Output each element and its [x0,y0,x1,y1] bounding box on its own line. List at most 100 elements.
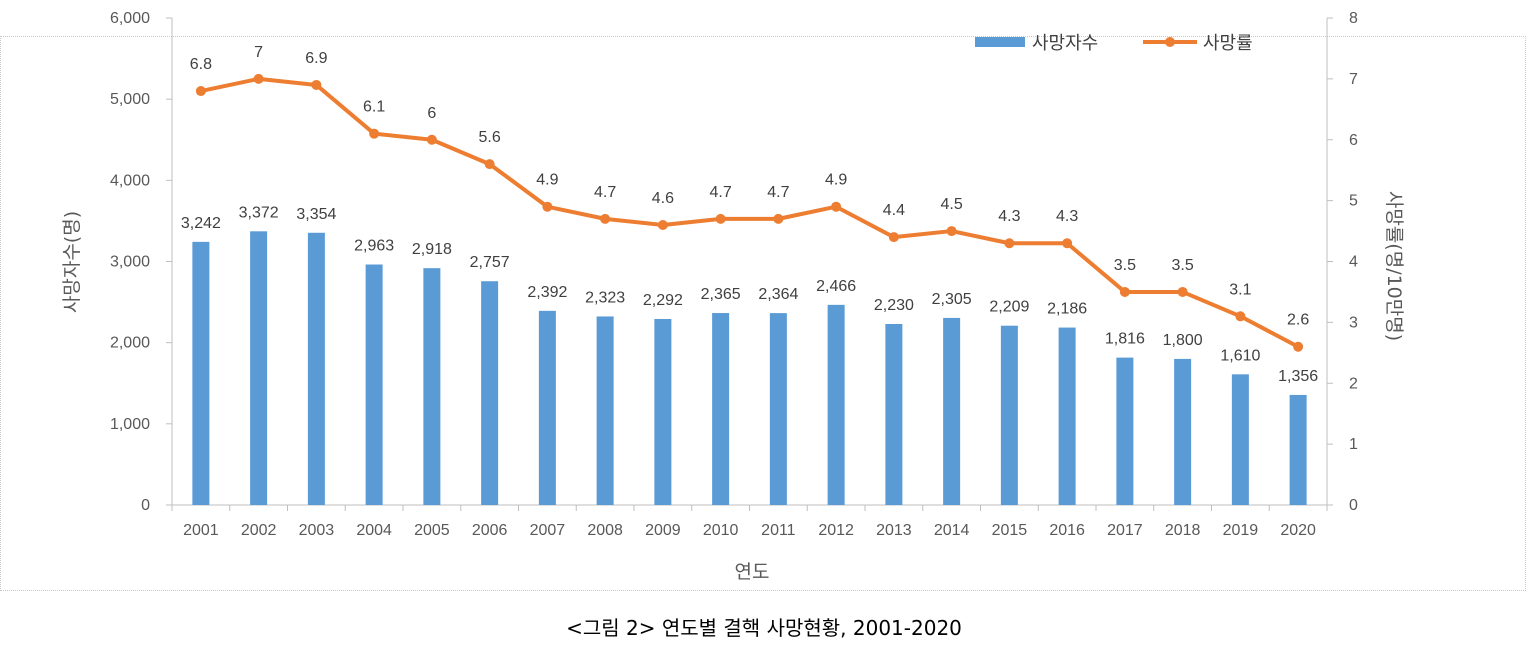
line-point [1062,238,1073,249]
bar-series: 3,242 3,372 3,354 2,963 2,918 2,757 2,392 2,323… [181,204,1318,505]
legend-bar-label: 사망자수 [1032,33,1098,54]
line-data-label: 4.9 [825,172,847,189]
line-data-label: 6.8 [190,56,212,73]
bar-data-label: 3,354 [296,206,336,223]
line-data-label: 4.6 [652,190,674,207]
line-point [1293,341,1304,352]
bar-data-label: 1,356 [1278,368,1318,385]
line-path [198,76,1301,349]
bar [307,232,325,505]
bar-data-label: 2,918 [412,241,452,258]
line-point [1119,286,1130,297]
line-data-label: 4.3 [1056,208,1078,225]
x-tick-label: 2020 [1280,522,1316,539]
y-right-tick-label: 3 [1349,314,1358,331]
bar [1289,394,1307,505]
x-tick-label: 2006 [472,522,508,539]
bar-data-label: 2,466 [816,278,856,295]
line-point [600,213,611,224]
chart: 0 1,000 2,000 3,000 4,000 5,000 6,000 0 1 2 3 4 5 6 7 8… [61,10,1405,583]
line-point [831,201,842,212]
bar [827,304,845,505]
line-data-label: 4.7 [594,184,616,201]
bar [1058,327,1076,505]
bar [943,317,961,505]
x-tick-label: 2016 [1049,522,1085,539]
x-tick-label: 2013 [876,522,912,539]
bar [885,323,903,505]
y-axis-right-title: 사망률(명/10만명) [1383,191,1405,341]
line-data-label: 6.1 [363,99,385,116]
chart-frame [0,36,1526,591]
x-tick-label: 2017 [1107,522,1143,539]
x-tick-label: 2019 [1223,522,1259,539]
line-data-label: 3.1 [1229,281,1251,298]
line-data-label: 3.5 [1114,257,1136,274]
bar [538,310,556,505]
x-tick-label: 2011 [761,522,796,539]
line-point [1235,311,1246,322]
bar [481,281,499,505]
line-point [657,219,668,230]
line-point [715,213,726,224]
bar [423,268,441,505]
bar-data-label: 3,372 [239,204,279,221]
bar [654,318,672,505]
line-data-label: 4.9 [536,172,558,189]
bar-data-label: 3,242 [181,215,221,232]
bar-data-label: 2,292 [643,292,683,309]
y-right-tick-label: 1 [1349,436,1358,453]
y-right-tick-label: 8 [1349,10,1358,27]
y-left-tick-label: 4,000 [110,172,150,189]
y-axis-left-title: 사망자수(명) [61,211,83,313]
bar [1174,358,1192,505]
x-tick-label: 2002 [241,522,277,539]
legend-line-label: 사망률 [1203,33,1253,54]
y-right-tick-label: 6 [1349,132,1358,149]
x-tick-label: 2005 [414,522,450,539]
bar-data-label: 2,364 [758,286,798,303]
line-point [888,232,899,243]
line-point [311,79,322,90]
line-point [946,226,957,237]
x-tick-label: 2007 [530,522,566,539]
legend: 사망자수 사망률 [975,33,1253,54]
x-tick-label: 2014 [934,522,970,539]
bar-data-label: 2,392 [527,284,567,301]
bar [1231,374,1249,505]
line-point [426,134,437,145]
x-tick-label: 2003 [299,522,335,539]
x-tick-label: 2015 [992,522,1028,539]
x-tick-label: 2008 [587,522,623,539]
x-tick-label: 2004 [356,522,392,539]
line-data-label: 6.9 [305,50,327,67]
y-left-tick-label: 2,000 [110,335,150,352]
bar-data-label: 2,365 [701,286,741,303]
bar-data-label: 2,305 [932,291,972,308]
bar [192,241,210,505]
line-data-label: 2.6 [1287,312,1309,329]
bar-data-label: 1,800 [1163,332,1203,349]
bar [1000,325,1018,505]
bar-data-label: 2,963 [354,238,394,255]
y-right-tick-label: 4 [1349,254,1358,271]
y-right-tick-label: 5 [1349,193,1358,210]
bar [1116,357,1134,505]
x-axis-title: 연도 [735,561,770,583]
y-right-tick-label: 7 [1349,71,1358,88]
line-point [253,73,264,84]
bar-data-label: 1,816 [1105,331,1145,348]
line-point [195,86,206,97]
legend-bar-swatch [975,37,1025,47]
line-data-label: 7 [254,44,263,61]
line-data-label: 4.7 [710,184,732,201]
bar [769,313,787,505]
y-left-tick-label: 1,000 [110,416,150,433]
bar [250,231,268,505]
axes: 0 1,000 2,000 3,000 4,000 5,000 6,000 0 1 2 3 4 5 6 7 8… [61,10,1405,583]
bar [365,264,383,505]
x-tick-label: 2001 [183,522,219,539]
bar [596,316,614,505]
figure-caption: <그림 2> 연도별 결핵 사망현황, 2001-2020 [566,616,962,640]
line-data-label: 4.5 [941,196,963,213]
